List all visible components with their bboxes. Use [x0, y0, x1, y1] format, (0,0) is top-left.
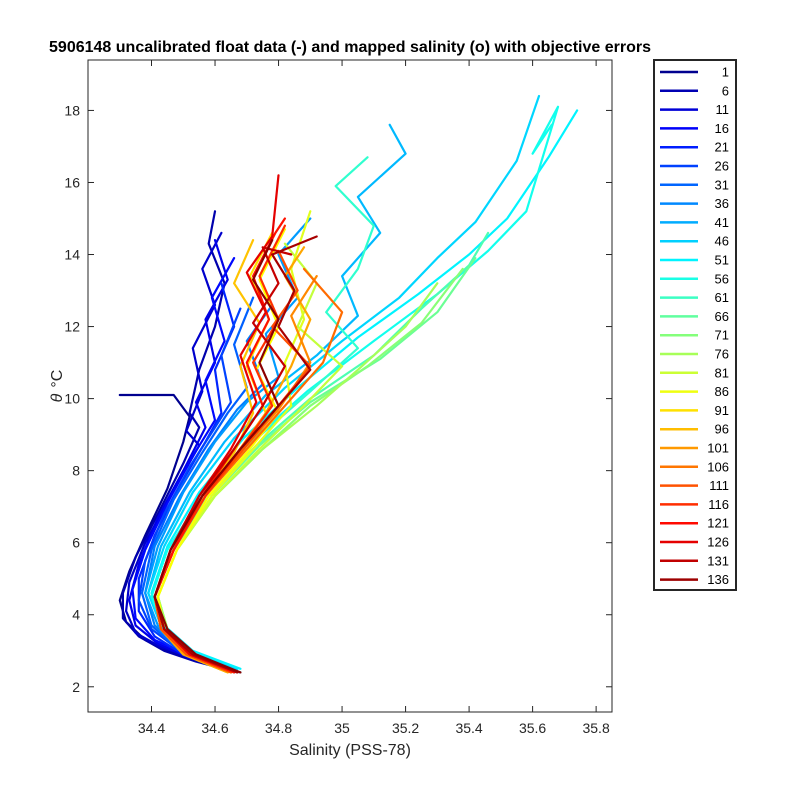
- x-axis: 34.4 34.6 34.8 35 35.2 35.4 35.6 35.8: [138, 60, 610, 736]
- y-tick-label: 10: [64, 391, 80, 407]
- legend-label-36: 36: [715, 196, 729, 211]
- legend-label-106: 106: [707, 459, 729, 474]
- legend-label-11: 11: [716, 102, 730, 117]
- series-line-21: [131, 257, 236, 670]
- legend-label-71: 71: [715, 328, 729, 343]
- x-tick-label: 35.4: [455, 720, 482, 736]
- legend-label-81: 81: [715, 365, 729, 380]
- legend-label-136: 136: [707, 572, 729, 587]
- legend-label-21: 21: [715, 140, 729, 155]
- series-line-31: [137, 307, 242, 670]
- legend-label-51: 51: [715, 253, 729, 268]
- legend-label-26: 26: [715, 159, 729, 174]
- legend-label-46: 46: [715, 234, 729, 249]
- legend-label-16: 16: [715, 121, 729, 136]
- axes-box: [87, 59, 613, 713]
- legend-label-41: 41: [715, 215, 729, 230]
- y-tick-label: 6: [72, 535, 80, 551]
- y-tick-label: 12: [64, 319, 80, 335]
- legend-label-66: 66: [715, 309, 729, 324]
- series-line-136: [153, 249, 312, 674]
- plot-area: [88, 60, 612, 712]
- y-tick-label: 4: [72, 607, 80, 623]
- y-tick-label: 14: [64, 247, 80, 263]
- legend-label-116: 116: [708, 497, 729, 512]
- legend-label-86: 86: [715, 384, 729, 399]
- series-line-6: [121, 210, 239, 674]
- y-tick-label: 18: [64, 102, 80, 118]
- x-tick-label: 35.2: [392, 720, 419, 736]
- legend-label-6: 6: [722, 83, 729, 98]
- legend-label-126: 126: [707, 535, 729, 550]
- x-tick-label: 35.8: [582, 720, 609, 736]
- legend-label-61: 61: [715, 290, 729, 305]
- y-tick-label: 2: [72, 679, 80, 695]
- x-tick-label: 34.6: [201, 720, 228, 736]
- legend-label-56: 56: [715, 271, 729, 286]
- x-axis-label: Salinity (PSS-78): [289, 742, 411, 759]
- x-tick-label: 35: [334, 720, 350, 736]
- legend: 1611162126313641465156616671768186919610…: [653, 59, 737, 591]
- chart-title: 5906148 uncalibrated float data (-) and …: [49, 39, 651, 56]
- y-axis-label: θ °C: [49, 370, 66, 403]
- legend-label-121: 121: [707, 516, 729, 531]
- legend-label-101: 101: [707, 441, 729, 456]
- y-tick-label: 16: [64, 174, 80, 190]
- legend-label-76: 76: [715, 347, 729, 362]
- legend-items: 1611162126313641465156616671768186919610…: [660, 65, 730, 587]
- x-tick-label: 35.6: [519, 720, 546, 736]
- legend-label-91: 91: [715, 403, 729, 418]
- x-tick-label: 34.4: [138, 720, 165, 736]
- y-axis: 2 4 6 8 10 12 14 16 18: [64, 102, 612, 695]
- y-tick-label: 8: [72, 463, 80, 479]
- x-tick-label: 34.8: [265, 720, 292, 736]
- series-line-166: [153, 239, 280, 674]
- y-axis-label-symbol: θ: [49, 393, 66, 402]
- legend-label-131: 131: [707, 553, 729, 568]
- y-axis-label-unit: °C: [49, 370, 66, 388]
- legend-label-111: 111: [709, 478, 729, 493]
- series-layer: [118, 94, 579, 674]
- legend-label-31: 31: [715, 177, 729, 192]
- legend-label-96: 96: [715, 422, 729, 437]
- legend-label-1: 1: [722, 65, 729, 80]
